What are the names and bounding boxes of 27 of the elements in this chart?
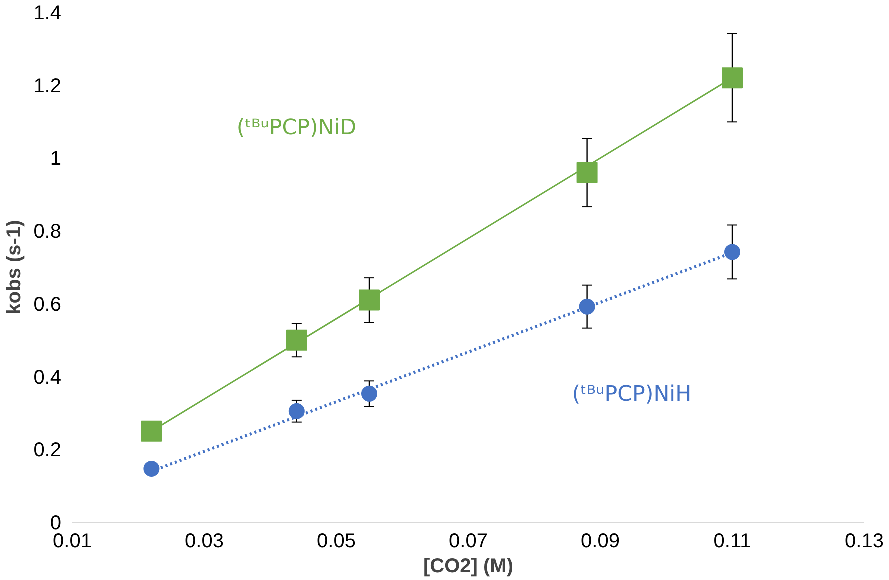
point: [579, 298, 596, 315]
y-tick-label: 1: [50, 148, 62, 170]
text: (ᵗᴮᵘPCP)NiH: [572, 382, 692, 407]
x-axis-title: [CO2] (M): [424, 556, 514, 578]
y-tick-label: 0.6: [34, 294, 62, 316]
y-tick-label: 1.4: [34, 2, 62, 24]
x-tick-label: 0.09: [581, 530, 620, 552]
text: (ᵗᴮᵘPCP)NiD: [236, 115, 357, 140]
y-tick-label: 0.2: [34, 440, 62, 462]
point: [144, 460, 160, 477]
point: [576, 162, 598, 184]
x-tick-label: 0.03: [185, 530, 224, 552]
x-tick-label: 0.11: [714, 530, 752, 552]
point: [286, 330, 308, 351]
point: [141, 420, 162, 442]
y-tick-label: 1.2: [34, 75, 62, 98]
point: [724, 244, 740, 260]
x-tick-label: 0.07: [449, 530, 488, 552]
point: [362, 386, 378, 402]
x-tick-label: 0.05: [317, 530, 356, 552]
y-tick-label: 0.8: [34, 221, 62, 244]
point: [288, 403, 305, 420]
point: [359, 290, 380, 311]
y-tick-label: 0.4: [34, 366, 62, 389]
y-axis-title: kobs (s-1): [4, 220, 26, 315]
x-tick-label: 0.13: [845, 530, 884, 552]
point: [722, 68, 743, 89]
